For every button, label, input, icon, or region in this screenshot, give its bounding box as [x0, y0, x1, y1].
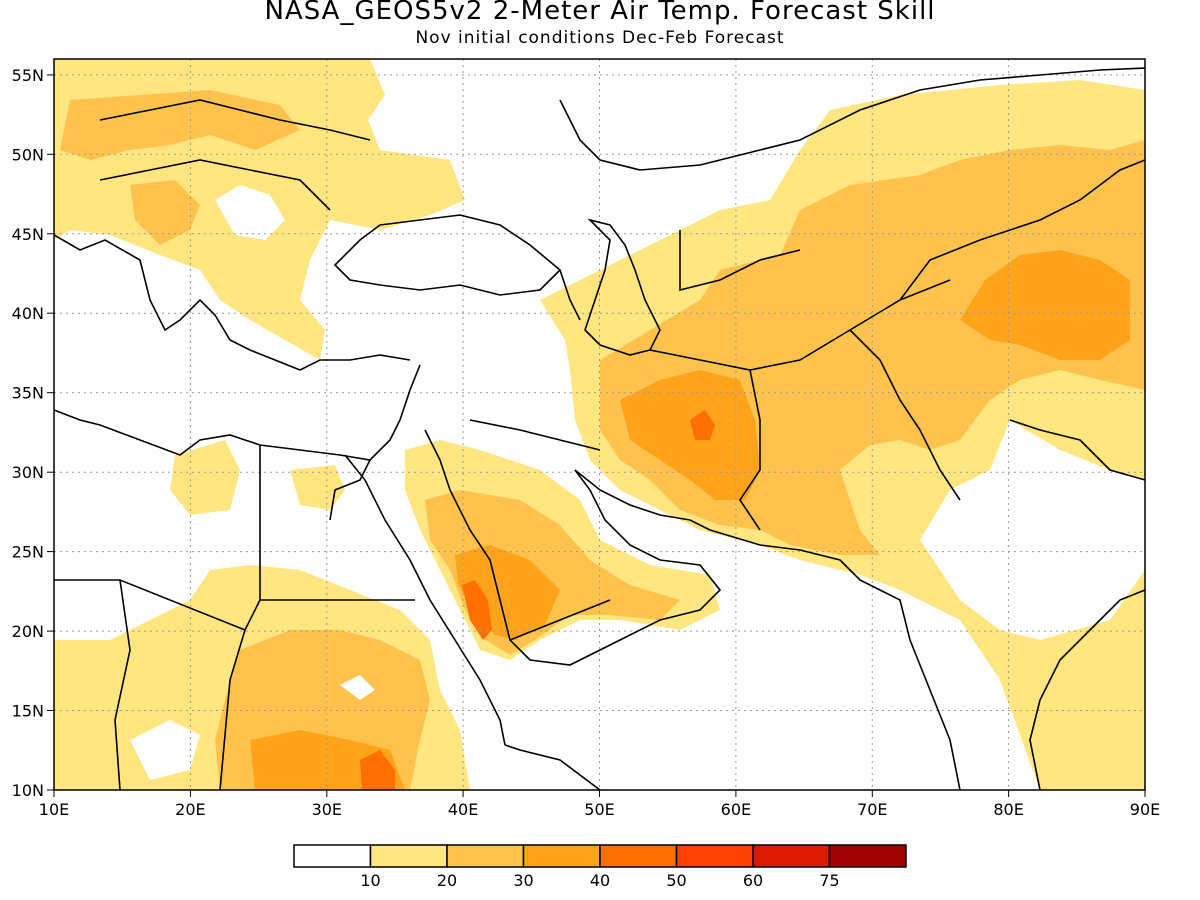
- colorbar-label-50: 50: [666, 871, 686, 890]
- shade-balkan-c2: [130, 180, 200, 245]
- shade-asia-c3-east: [960, 250, 1130, 360]
- y-tick-50n: 50N: [12, 145, 44, 164]
- colorbar-swatch-1: [369, 844, 448, 868]
- colorbar-label-60: 60: [743, 871, 763, 890]
- shade-africa-c4: [360, 750, 395, 790]
- y-tick-45n: 45N: [12, 225, 44, 244]
- colorbar-swatch-3: [522, 844, 601, 868]
- y-tick-20n: 20N: [12, 622, 44, 641]
- chart-title: NASA_GEOS5v2 2-Meter Air Temp. Forecast …: [264, 0, 936, 26]
- y-tick-25n: 25N: [12, 543, 44, 562]
- chart-subtitle: Nov initial conditions Dec-Feb Forecast: [415, 28, 785, 48]
- x-tick-20e: 20E: [175, 800, 205, 819]
- x-tick-50e: 50E: [584, 800, 614, 819]
- x-tick-60e: 60E: [721, 800, 751, 819]
- x-tick-90e: 90E: [1130, 800, 1160, 819]
- colorbar-swatch-2: [446, 844, 525, 868]
- colorbar-swatch-7: [828, 844, 907, 868]
- x-tick-10e: 10E: [39, 800, 69, 819]
- skill-shading: [54, 59, 1145, 790]
- shade-africa-white: [130, 720, 200, 780]
- x-tick-40e: 40E: [448, 800, 478, 819]
- y-tick-labels: 10N 15N 20N 25N 30N 35N 40N 45N 50N 55N: [12, 66, 44, 800]
- x-tick-30e: 30E: [312, 800, 342, 819]
- colorbar-label-20: 20: [437, 871, 457, 890]
- coastlines: [54, 67, 1145, 790]
- y-tick-55n: 55N: [12, 66, 44, 85]
- x-tick-labels: 10E 20E 30E 40E 50E 60E 70E 80E 90E: [39, 800, 1160, 819]
- colorbar-labels: 10 20 30 40 50 60 75: [360, 871, 839, 890]
- colorbar-label-40: 40: [590, 871, 610, 890]
- shade-arabia-c4: [462, 580, 492, 640]
- colorbar-label-30: 30: [513, 871, 533, 890]
- colorbar-swatch-4: [599, 844, 678, 868]
- shade-europe-c2: [60, 90, 300, 160]
- colorbar-label-75: 75: [819, 871, 839, 890]
- y-tick-35n: 35N: [12, 384, 44, 403]
- colorbar: [293, 844, 907, 868]
- colorbar-label-10: 10: [360, 871, 380, 890]
- shade-libya: [170, 440, 240, 515]
- colorbar-swatch-5: [675, 844, 754, 868]
- colorbar-swatch-6: [752, 844, 831, 868]
- y-tick-15n: 15N: [12, 702, 44, 721]
- shade-africa-white2: [340, 675, 375, 700]
- x-tick-70e: 70E: [857, 800, 887, 819]
- y-tick-30n: 30N: [12, 463, 44, 482]
- x-tick-80e: 80E: [993, 800, 1023, 819]
- gridlines: [54, 59, 1145, 790]
- shade-europe-hole: [215, 185, 285, 240]
- shade-egypt: [290, 465, 345, 510]
- y-tick-40n: 40N: [12, 304, 44, 323]
- shade-asia-c3: [620, 370, 760, 500]
- colorbar-swatch-0: [293, 844, 372, 868]
- y-tick-10n: 10N: [12, 781, 44, 800]
- tick-marks: [47, 74, 1146, 797]
- shade-asia-c4: [690, 410, 715, 440]
